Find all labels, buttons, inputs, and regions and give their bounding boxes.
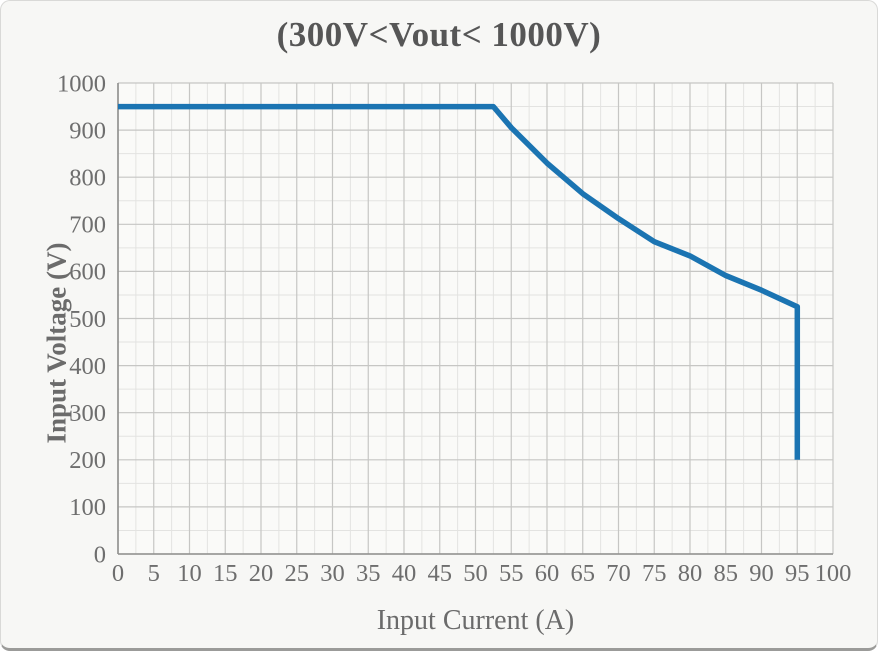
x-tick-label: 75 (642, 560, 667, 587)
x-tick-label: 35 (356, 560, 381, 587)
series-line-input-voltage-vs-current-limit (118, 103, 801, 460)
y-tick-label: 400 (69, 353, 106, 380)
x-tick-label: 90 (749, 560, 774, 587)
x-tick-label: 5 (148, 560, 160, 587)
y-tick-label: 700 (69, 212, 106, 239)
x-axis-label: Input Current (A) (376, 605, 575, 636)
x-tick-label: 70 (606, 560, 631, 587)
y-tick-label: 800 (69, 165, 106, 192)
x-tick-label: 10 (177, 560, 202, 587)
x-tick-label: 65 (571, 560, 596, 587)
x-tick-label: 100 (815, 560, 852, 587)
y-tick-label: 300 (69, 400, 106, 427)
x-tick-label: 20 (249, 560, 274, 587)
x-tick-label: 25 (285, 560, 310, 587)
x-tick-label: 45 (428, 560, 453, 587)
y-tick-label: 200 (69, 447, 106, 474)
y-tick-label: 900 (69, 117, 106, 144)
y-tick-label: 100 (69, 494, 106, 521)
x-tick-label: 80 (678, 560, 703, 587)
chart-title: (300V<Vout< 1000V) (276, 15, 602, 54)
y-tick-label: 600 (69, 259, 106, 286)
x-tick-label: 95 (785, 560, 810, 587)
y-tick-label: 500 (69, 306, 106, 333)
x-tick-label: 0 (112, 560, 124, 587)
y-tick-label: 1000 (57, 70, 106, 97)
x-tick-label: 40 (392, 560, 417, 587)
x-tick-label: 50 (463, 560, 488, 587)
y-tick-label: 0 (94, 541, 106, 568)
x-tick-label: 55 (499, 560, 524, 587)
x-tick-label: 85 (714, 560, 739, 587)
x-tick-label: 60 (535, 560, 560, 587)
x-tick-label: 15 (213, 560, 238, 587)
x-tick-label: 30 (320, 560, 345, 587)
